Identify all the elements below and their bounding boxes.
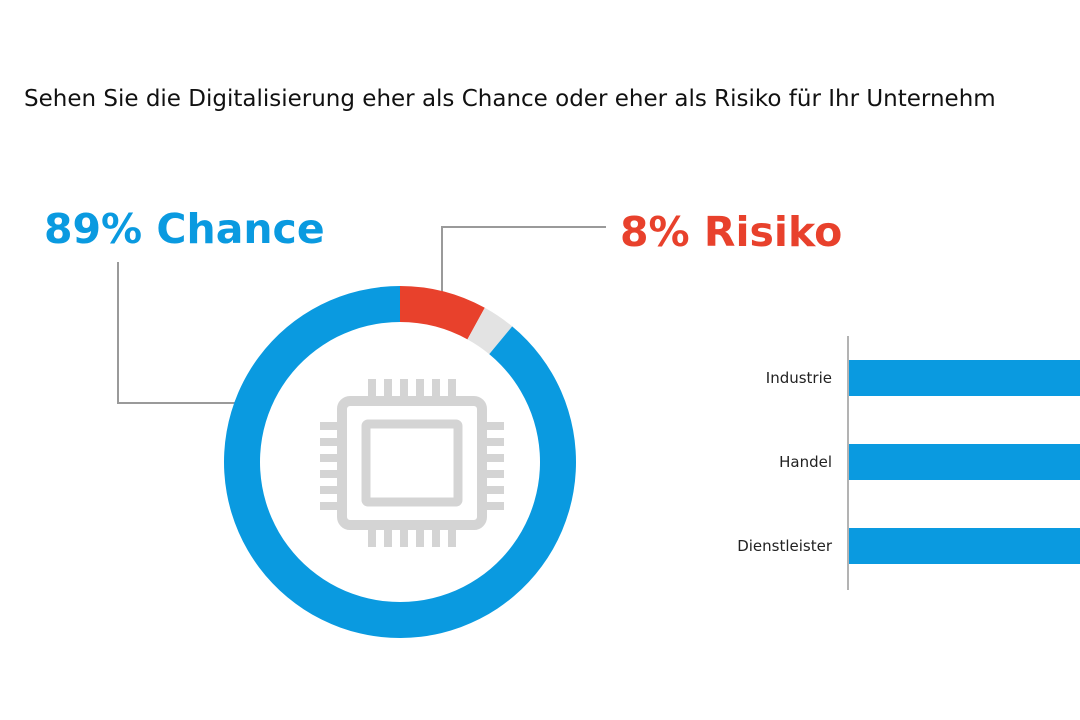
bar-industrie — [849, 360, 1080, 396]
donut-slice-risiko — [400, 286, 485, 340]
bar-category-label: Dienstleister — [737, 537, 833, 555]
risiko-label: 8% Risiko — [620, 208, 842, 256]
chip-core — [361, 419, 463, 507]
donut-chart — [223, 286, 576, 638]
bar-chart: Industrie Handel Dienstleister — [737, 360, 1080, 564]
chance-leader-line — [117, 262, 240, 404]
chance-label: 89% Chance — [44, 205, 325, 253]
bar-category-label: Handel — [779, 453, 832, 471]
bar-category-label: Industrie — [766, 369, 832, 387]
risiko-leader-line — [441, 226, 606, 292]
chart-title: Sehen Sie die Digitalisierung eher als C… — [24, 86, 996, 112]
donut-slice-other — [467, 307, 513, 355]
bar-dienstleister — [849, 528, 1080, 564]
bar-handel — [849, 444, 1080, 480]
cpu-chip-icon — [320, 379, 504, 547]
